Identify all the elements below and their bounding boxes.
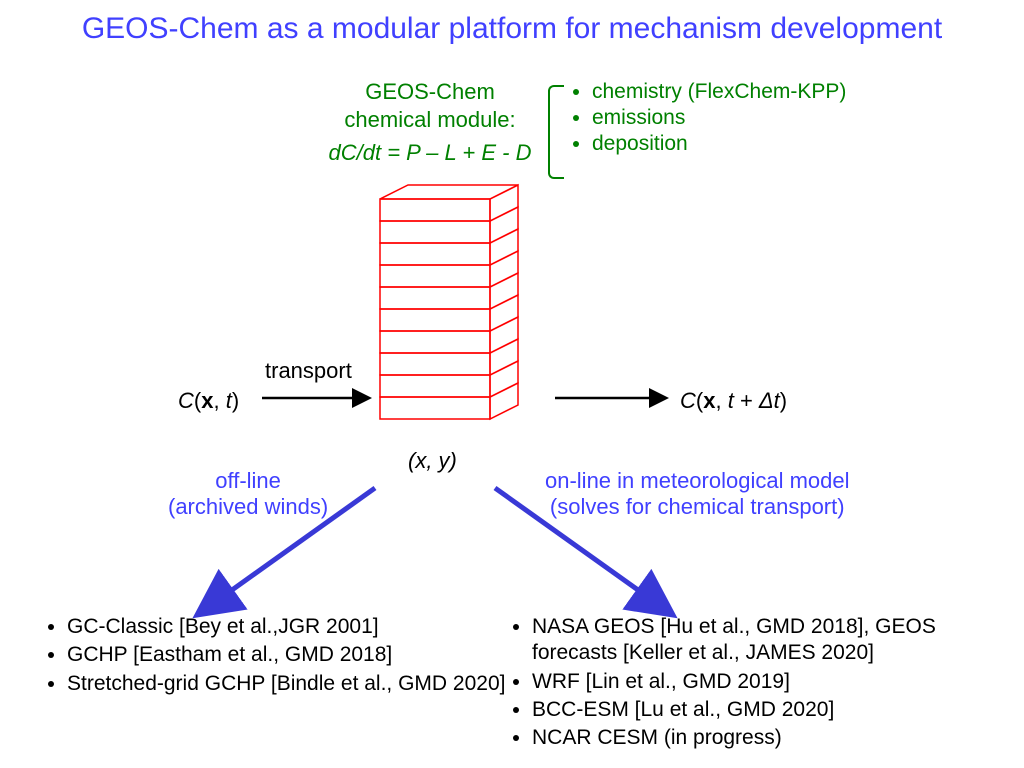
online-arrow [495, 488, 645, 595]
list-item: Stretched-grid GCHP [Bindle et al., GMD … [67, 671, 505, 697]
list-item: NASA GEOS [Hu et al., GMD 2018], GEOS fo… [532, 614, 1024, 667]
list-item: GC-Classic [Bey et al.,JGR 2001] [67, 614, 505, 640]
offline-arrow [225, 488, 375, 595]
offline-bullets: GC-Classic [Bey et al.,JGR 2001] GCHP [E… [45, 612, 505, 699]
list-item: NCAR CESM (in progress) [532, 725, 1024, 751]
list-item: GCHP [Eastham et al., GMD 2018] [67, 642, 505, 668]
list-item: WRF [Lin et al., GMD 2019] [532, 669, 1024, 695]
online-bullets: NASA GEOS [Hu et al., GMD 2018], GEOS fo… [510, 612, 1024, 753]
list-item: BCC-ESM [Lu et al., GMD 2020] [532, 697, 1024, 723]
